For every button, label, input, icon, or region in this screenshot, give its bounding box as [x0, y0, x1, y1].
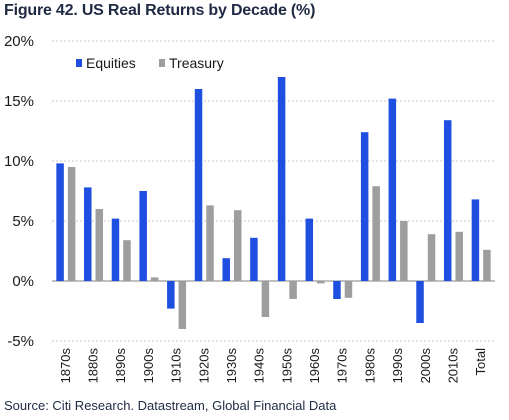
bar-equities-1900s — [139, 191, 147, 281]
bars — [56, 77, 491, 329]
bar-treasury-1900s — [150, 277, 159, 281]
grid — [52, 40, 495, 342]
x-tick-label: 1950s — [279, 348, 294, 384]
bar-equities-1940s — [250, 237, 258, 281]
bar-treasury-1920s — [206, 205, 214, 281]
bar-equities-2010s — [443, 120, 452, 281]
bar-equities-total — [471, 199, 480, 281]
x-tick-label: 1870s — [58, 348, 73, 384]
legend-swatch-treasury — [159, 59, 165, 67]
x-tick-label: 1880s — [86, 348, 101, 384]
x-axis-ticks: 1870s 1880s 1890s 1900s 1910s 1920s 1930s 1940s… — [58, 348, 488, 384]
bar-treasury-1910s — [178, 281, 187, 329]
bar-equities-1930s — [222, 258, 230, 281]
y-tick-label: 20% — [4, 33, 34, 50]
bar-equities-1990s — [388, 98, 397, 281]
legend-label-treasury: Treasury — [169, 55, 224, 71]
bar-equities-1970s — [333, 281, 341, 299]
bar-treasury-1980s — [372, 186, 380, 281]
x-tick-label: 1970s — [335, 348, 350, 384]
x-tick-label: 1980s — [362, 348, 377, 384]
x-tick-label: Total — [473, 348, 488, 376]
bar-treasury-1990s — [400, 221, 408, 281]
bar-treasury-1880s — [95, 209, 104, 281]
bar-equities-1920s — [194, 89, 203, 281]
x-tick-label: 1920s — [196, 348, 211, 384]
y-tick-label: 5% — [12, 213, 34, 230]
x-tick-label: 2000s — [418, 348, 433, 384]
x-tick-label: 1890s — [113, 348, 128, 384]
legend-label-equities: Equities — [86, 55, 136, 71]
bar-equities-1950s — [277, 77, 286, 281]
bar-treasury-1890s — [123, 240, 131, 281]
x-tick-label: 1910s — [169, 348, 184, 384]
bar-treasury-1950s — [289, 281, 297, 299]
x-tick-label: 1930s — [224, 348, 239, 384]
y-tick-label: 10% — [4, 153, 34, 170]
bar-treasury-1940s — [261, 281, 270, 317]
bar-equities-1910s — [167, 281, 175, 309]
legend-swatch-equities — [76, 59, 82, 67]
bar-equities-1880s — [84, 187, 92, 281]
chart-source: Source: Citi Research. Datastream, Globa… — [4, 398, 337, 413]
x-tick-label: 1940s — [252, 348, 267, 384]
x-tick-label: 2010s — [445, 348, 460, 384]
bar-treasury-1930s — [233, 210, 242, 281]
bar-equities-1980s — [360, 132, 369, 281]
bar-equities-1870s — [56, 163, 64, 281]
bar-equities-1890s — [111, 218, 120, 281]
bar-equities-2000s — [416, 281, 424, 323]
x-tick-label: 1900s — [141, 348, 156, 384]
bar-treasury-1960s — [317, 281, 325, 284]
y-tick-label: -5% — [7, 333, 34, 350]
bar-treasury-1970s — [344, 281, 353, 298]
bar-treasury-total — [483, 249, 491, 281]
y-tick-label: 0% — [12, 273, 34, 290]
bar-treasury-2010s — [455, 231, 463, 281]
legend: Equities Treasury — [76, 55, 224, 71]
bar-treasury-2000s — [427, 234, 436, 281]
y-axis-ticks: 20% 15% 10% 5% 0% -5% — [4, 33, 34, 350]
bar-treasury-1870s — [67, 167, 76, 281]
bar-equities-1960s — [305, 218, 314, 281]
chart-title: Figure 42. US Real Returns by Decade (%) — [4, 2, 316, 19]
y-tick-label: 15% — [4, 93, 34, 110]
x-tick-label: 1960s — [307, 348, 322, 384]
x-tick-label: 1990s — [390, 348, 405, 384]
